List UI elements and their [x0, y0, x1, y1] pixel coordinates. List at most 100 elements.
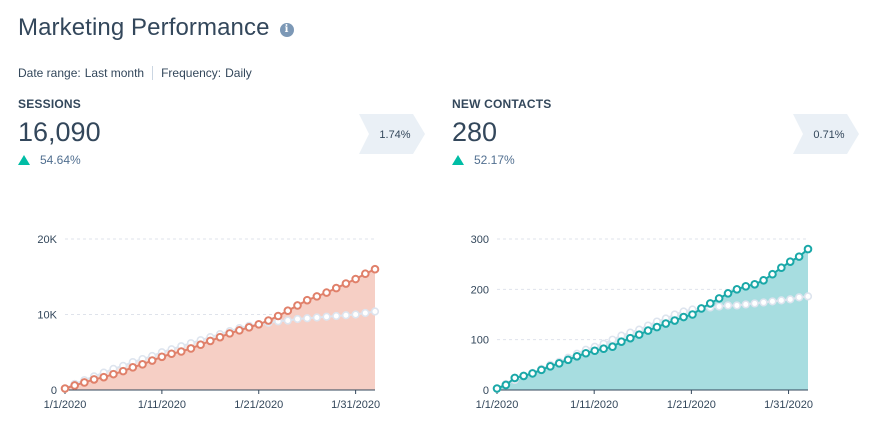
current-period-point[interactable] [510, 373, 520, 383]
previous-period-point[interactable] [750, 299, 759, 308]
frequency-value[interactable]: Daily [225, 66, 252, 80]
current-period-point[interactable] [652, 322, 662, 332]
current-period-point[interactable] [634, 330, 644, 339]
current-period-point[interactable] [501, 380, 511, 390]
current-period-point[interactable] [293, 301, 302, 310]
current-period-point[interactable] [60, 384, 70, 393]
previous-period-point[interactable] [777, 296, 786, 305]
current-period-point[interactable] [322, 288, 331, 297]
sessions-chart: 0 10K 20K 1/1/2020 1/11/2020 1/21/2020 1/31/20… [37, 234, 380, 411]
current-period-point[interactable] [785, 257, 795, 266]
current-period-point[interactable] [519, 371, 528, 381]
current-period-point[interactable] [206, 336, 215, 346]
current-period-point[interactable] [361, 269, 370, 279]
previous-period-point[interactable] [361, 308, 370, 318]
current-period-point[interactable] [80, 378, 89, 387]
badge-text: 1.74% [379, 129, 410, 141]
current-period-point[interactable] [70, 381, 79, 390]
previous-period-point[interactable] [293, 314, 302, 324]
current-period-point[interactable] [768, 269, 777, 279]
previous-period-point[interactable] [322, 312, 331, 321]
current-period-point[interactable] [99, 372, 109, 382]
current-period-point[interactable] [331, 283, 341, 293]
current-period-point[interactable] [732, 285, 742, 294]
current-period-point[interactable] [643, 326, 653, 335]
current-period-point[interactable] [705, 299, 715, 308]
current-period-point[interactable] [312, 292, 322, 301]
previous-period-point[interactable] [283, 316, 292, 325]
current-period-point[interactable] [777, 263, 786, 272]
previous-period-point[interactable] [741, 300, 750, 309]
current-period-point[interactable] [89, 375, 99, 384]
previous-period-point[interactable] [786, 295, 795, 304]
current-period-point[interactable] [528, 369, 537, 378]
current-period-point[interactable] [679, 312, 688, 322]
current-period-point[interactable] [492, 384, 502, 393]
previous-period-point[interactable] [608, 335, 617, 344]
previous-period-point[interactable] [795, 293, 804, 302]
current-period-point[interactable] [759, 275, 768, 285]
current-period-point[interactable] [554, 359, 564, 368]
current-period-point[interactable] [794, 252, 804, 261]
current-period-point[interactable] [723, 289, 733, 298]
previous-period-point[interactable] [351, 310, 360, 319]
current-period-point[interactable] [670, 316, 680, 325]
previous-period-point[interactable] [341, 311, 351, 320]
current-period-point[interactable] [341, 279, 351, 288]
current-period-point[interactable] [625, 333, 635, 343]
previous-period-point[interactable] [723, 301, 733, 310]
previous-period-point[interactable] [759, 298, 768, 307]
y-tick-label: 200 [471, 284, 489, 296]
current-period-point[interactable] [351, 274, 360, 284]
current-period-point[interactable] [176, 347, 186, 356]
current-period-point[interactable] [599, 344, 608, 354]
current-period-point[interactable] [254, 320, 264, 329]
current-period-point[interactable] [167, 349, 176, 359]
current-period-point[interactable] [302, 295, 312, 305]
current-period-point[interactable] [750, 280, 759, 289]
current-period-point[interactable] [581, 348, 591, 358]
current-period-point[interactable] [741, 282, 751, 291]
current-period-point[interactable] [370, 264, 380, 274]
current-period-point[interactable] [688, 310, 697, 319]
current-period-point[interactable] [225, 329, 234, 338]
previous-period-point[interactable] [303, 314, 312, 323]
current-period-point[interactable] [244, 323, 254, 332]
current-period-point[interactable] [147, 356, 157, 365]
current-period-point[interactable] [138, 360, 147, 369]
current-period-point[interactable] [157, 352, 167, 362]
current-period-point[interactable] [283, 306, 293, 316]
current-period-point[interactable] [697, 304, 706, 313]
current-period-point[interactable] [109, 369, 118, 379]
previous-period-area [497, 296, 808, 390]
current-period-point[interactable] [128, 363, 138, 372]
current-period-point[interactable] [546, 362, 555, 371]
current-period-point[interactable] [714, 294, 724, 303]
current-period-point[interactable] [590, 346, 600, 356]
current-period-point[interactable] [563, 355, 573, 365]
current-period-point[interactable] [186, 344, 196, 353]
info-icon[interactable]: i [279, 23, 294, 37]
previous-period-point[interactable] [332, 311, 341, 321]
metric-label: NEW CONTACTS [452, 97, 552, 111]
current-period-point[interactable] [215, 332, 225, 342]
current-period-point[interactable] [196, 340, 205, 349]
current-period-point[interactable] [608, 342, 617, 352]
current-period-point[interactable] [235, 326, 244, 335]
current-period-point[interactable] [617, 337, 626, 346]
current-period-point[interactable] [264, 316, 273, 325]
current-period-point[interactable] [661, 319, 671, 328]
y-tick-label: 100 [471, 335, 489, 347]
current-period-point[interactable] [273, 311, 283, 321]
date-range-value[interactable]: Last month [84, 66, 145, 80]
previous-period-point[interactable] [715, 302, 724, 311]
previous-period-point[interactable] [370, 307, 380, 316]
previous-period-point[interactable] [803, 292, 813, 301]
current-period-point[interactable] [537, 365, 546, 375]
current-period-point[interactable] [118, 366, 128, 376]
current-period-point[interactable] [572, 351, 582, 361]
previous-period-point[interactable] [768, 297, 777, 306]
previous-period-point[interactable] [732, 301, 742, 310]
current-period-point[interactable] [803, 244, 813, 254]
previous-period-point[interactable] [312, 313, 321, 322]
